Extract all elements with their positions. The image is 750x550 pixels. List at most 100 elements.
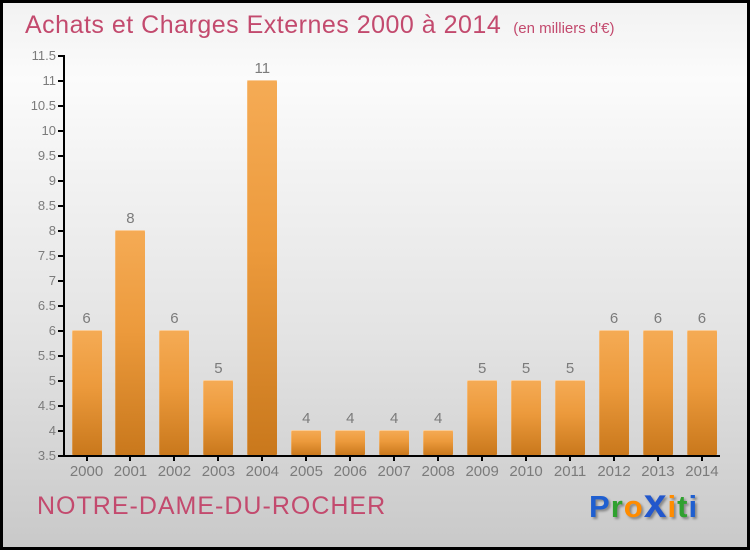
bar (599, 330, 630, 455)
x-tick-label: 2002 (157, 463, 192, 480)
y-tick-label: 7 (48, 273, 56, 288)
bar (467, 380, 498, 455)
y-axis-tick (58, 305, 63, 307)
y-tick-label: 8.5 (37, 198, 56, 213)
x-axis-tick (437, 457, 440, 461)
y-axis-tick (58, 380, 63, 382)
bar-value-label: 6 (697, 310, 707, 327)
bar-value-label: 4 (434, 410, 443, 427)
logo-letter: i (667, 489, 678, 524)
bar (335, 430, 366, 455)
bar-value-label: 4 (346, 410, 355, 427)
chart-header: Achats et Charges Externes 2000 à 2014 (… (25, 11, 614, 40)
bar-value-label: 5 (521, 360, 531, 377)
y-tick-label: 6 (48, 323, 56, 338)
bar (642, 330, 673, 455)
logo-letter: o (623, 489, 644, 524)
y-axis-tick (58, 405, 63, 407)
bar (203, 380, 234, 455)
logo-letter: t (677, 489, 689, 524)
logo-letter: x (643, 480, 668, 526)
x-tick-label: 2011 (553, 463, 587, 480)
bar-value-label: 5 (214, 360, 223, 377)
x-axis-tick (305, 457, 308, 461)
y-tick-label: 4 (48, 423, 56, 438)
bar (379, 430, 410, 455)
y-axis-tick (58, 205, 63, 207)
x-tick-label: 2013 (641, 463, 675, 480)
logo-letter: i (688, 489, 699, 524)
y-axis-tick (58, 430, 63, 432)
bar-value-label: 5 (477, 360, 487, 377)
y-tick-label: 4.5 (37, 398, 56, 413)
x-axis-tick (173, 457, 176, 461)
x-tick-label: 2005 (289, 463, 323, 480)
y-tick-label: 10.5 (30, 98, 56, 113)
y-axis-tick (58, 230, 63, 232)
bar-value-label: 8 (126, 210, 135, 227)
page-title: Achats et Charges Externes 2000 à 2014 (25, 11, 502, 39)
bar-value-label: 6 (170, 310, 179, 327)
x-axis-line (63, 455, 720, 457)
x-axis-tick (569, 457, 572, 461)
bar-value-label: 4 (302, 410, 311, 427)
y-axis-tick (58, 330, 63, 332)
logo-letter: r (610, 489, 624, 524)
y-axis-tick (58, 455, 63, 457)
y-tick-label: 6.5 (37, 298, 56, 313)
page-subtitle: (en milliers d'€) (513, 20, 615, 37)
bar-value-label: 5 (565, 360, 575, 377)
y-axis-tick (58, 280, 63, 282)
bar-value-label: 6 (609, 310, 619, 327)
y-tick-label: 8 (48, 223, 56, 238)
y-axis-tick (58, 180, 63, 182)
y-tick-label: 5 (48, 373, 56, 388)
bar-value-label: 4 (390, 410, 399, 427)
y-axis-tick (58, 255, 63, 257)
x-tick-label: 2008 (421, 463, 455, 480)
x-axis-tick (393, 457, 396, 461)
x-axis-tick (85, 457, 88, 461)
bar (511, 380, 542, 455)
x-tick-label: 2012 (597, 463, 631, 480)
x-tick-label: 2009 (465, 463, 499, 480)
y-tick-label: 7.5 (37, 248, 56, 263)
x-axis-tick (129, 457, 132, 461)
bar (291, 430, 322, 455)
bar (71, 330, 102, 455)
x-tick-label: 2000 (69, 463, 104, 480)
x-axis-tick (613, 457, 616, 461)
bar (159, 330, 190, 455)
y-axis-tick (58, 155, 63, 157)
x-tick-label: 2004 (245, 463, 280, 480)
logo-letter: P (589, 489, 611, 524)
bar (555, 380, 586, 455)
x-axis-tick (700, 457, 703, 461)
y-axis-tick (58, 80, 63, 82)
bar (686, 330, 717, 455)
y-axis-tick (58, 105, 63, 107)
x-axis-tick (217, 457, 220, 461)
bar (115, 230, 146, 455)
x-tick-label: 2007 (377, 463, 411, 480)
y-tick-label: 10 (41, 123, 56, 138)
x-tick-label: 2003 (201, 463, 236, 480)
x-tick-label: 2010 (509, 463, 543, 480)
x-axis-tick (261, 457, 264, 461)
y-tick-label: 11.5 (31, 48, 56, 63)
y-tick-label: 3.5 (37, 448, 56, 463)
x-tick-label: 2006 (333, 463, 367, 480)
bar (423, 430, 454, 455)
y-axis-tick (58, 130, 63, 132)
commune-name: NOTRE-DAME-DU-ROCHER (37, 492, 387, 520)
bar-chart: 3.5 4 4.5 5 5.5 6 6.5 7 7.5 8 8.5 9 9.5 10 10.5 11 11.5 6… (3, 3, 747, 547)
y-axis-line (63, 55, 65, 457)
y-tick-label: 9 (48, 173, 56, 188)
x-axis-tick (525, 457, 528, 461)
x-axis-tick (656, 457, 659, 461)
x-tick-label: 2014 (685, 463, 719, 480)
y-tick-label: 11 (42, 73, 57, 88)
bar-value-label: 6 (653, 310, 663, 327)
